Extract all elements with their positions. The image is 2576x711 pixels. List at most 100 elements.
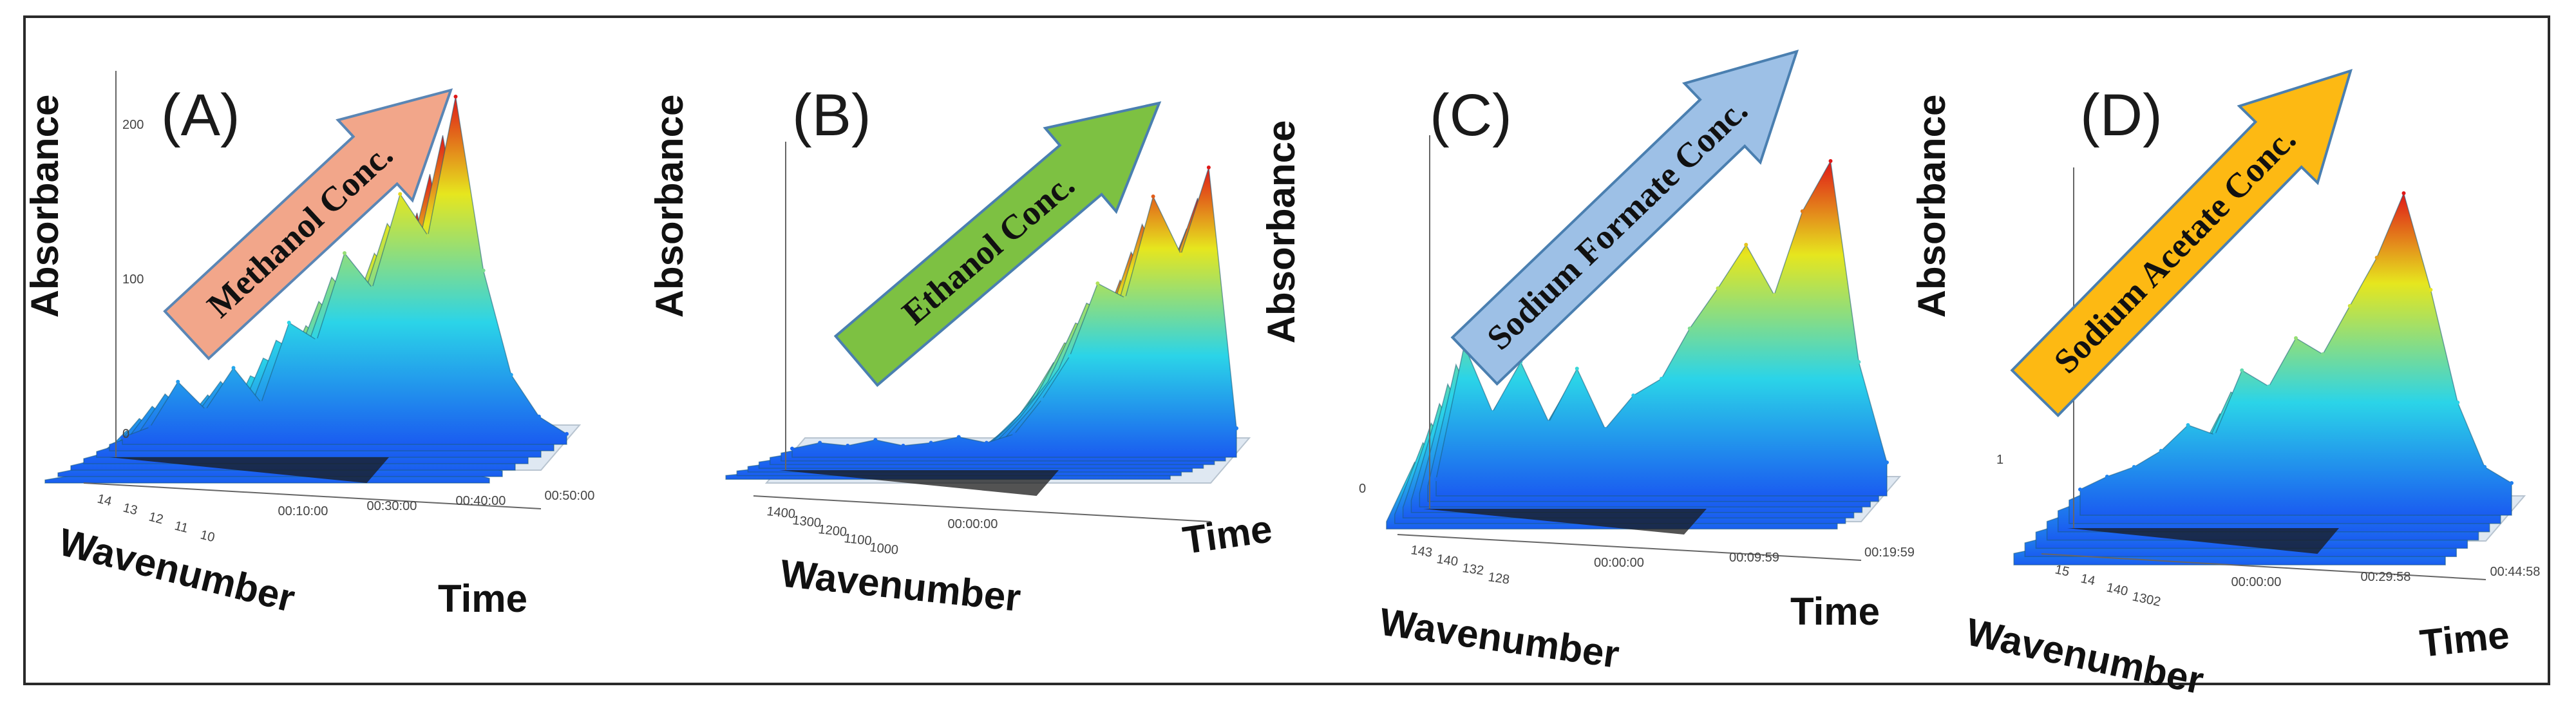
data-point xyxy=(1123,296,1128,300)
x-tick-label: 15 xyxy=(2054,562,2070,579)
data-point xyxy=(536,414,541,419)
surface-ridge xyxy=(2079,191,2512,516)
z-tick-label: 00:29:58 xyxy=(2361,570,2411,584)
data-point xyxy=(1828,159,1833,163)
x-axis-line xyxy=(83,482,542,509)
y-tick-label: 1 xyxy=(1996,453,2003,467)
data-point xyxy=(231,366,236,370)
arrow-label: Ethanol Conc. xyxy=(895,165,1081,332)
data-point xyxy=(343,251,346,255)
data-point xyxy=(2429,288,2433,292)
arrow-shape xyxy=(1450,50,1799,386)
panel-label: (B) xyxy=(792,82,871,148)
z-tick-label: 00:44:58 xyxy=(2490,565,2541,579)
data-point xyxy=(1012,432,1016,436)
data-point xyxy=(2132,465,2136,469)
z-tick-label: 00:50:00 xyxy=(545,489,595,503)
x-tick-label: 12 xyxy=(147,510,165,527)
arrow-shape xyxy=(833,101,1162,387)
z-axis-title: Time xyxy=(438,577,527,620)
x-tick-label: 11 xyxy=(173,519,189,536)
data-point xyxy=(901,444,905,448)
data-point xyxy=(2320,352,2325,356)
data-point xyxy=(846,444,850,448)
x-tick-label: 1000 xyxy=(869,540,899,558)
z-axis-title: Time xyxy=(1790,590,1880,633)
data-point xyxy=(509,373,513,377)
data-point xyxy=(1547,420,1551,424)
data-point xyxy=(1744,243,1748,247)
x-tick-label: 13 xyxy=(122,501,139,518)
data-point xyxy=(398,192,402,196)
x-tick-label: 143 xyxy=(1410,543,1433,560)
data-point xyxy=(1151,194,1155,198)
y-axis-title: Absorbance xyxy=(1910,95,1953,318)
data-point xyxy=(204,408,208,412)
data-point xyxy=(2294,336,2298,340)
data-point xyxy=(929,441,933,445)
y-tick-label: 0 xyxy=(1359,482,1366,496)
surface-ridge xyxy=(791,167,1237,458)
x-tick-label: 1100 xyxy=(843,531,872,548)
data-point xyxy=(1068,354,1072,358)
x-tick-label: 140 xyxy=(2105,580,2129,598)
x-axis-line xyxy=(1397,534,1862,561)
data-point xyxy=(2240,368,2244,372)
data-point xyxy=(1660,377,1663,381)
data-point xyxy=(873,438,878,442)
data-point xyxy=(1603,427,1607,431)
data-point xyxy=(956,435,961,439)
data-point xyxy=(1434,477,1438,481)
y-tick-label: 0 xyxy=(122,427,129,441)
x-tick-label: 10 xyxy=(199,528,216,545)
z-tick-label: 00:19:59 xyxy=(1864,545,1915,560)
surface-ridge xyxy=(1435,159,1888,497)
z-tick-label: 00:40:00 xyxy=(456,494,506,508)
y-axis-title: Absorbance xyxy=(1260,120,1303,344)
data-point xyxy=(2186,423,2190,427)
y-axis-title: Absorbance xyxy=(648,95,691,318)
data-point xyxy=(1490,410,1495,414)
x-tick-label: 1302 xyxy=(2131,589,2162,609)
data-point xyxy=(1857,360,1861,364)
shadow-strip xyxy=(2067,528,2339,554)
arrow-shape xyxy=(163,88,453,361)
y-tick-label: 200 xyxy=(122,118,144,132)
data-point xyxy=(2159,449,2163,453)
chart-panel-4: 1 15 14 140 1302 00:00:00 00:29:58 00:44:58 (D) A… xyxy=(1910,68,2541,703)
arrow-shape xyxy=(2010,68,2353,417)
x-axis-line xyxy=(2041,553,2486,580)
z-tick-label: 00:09:59 xyxy=(1729,551,1779,565)
y-tick-label: 100 xyxy=(122,272,144,287)
x-tick-label: 132 xyxy=(1461,561,1484,578)
data-point xyxy=(2456,401,2460,404)
panel-label: (C) xyxy=(1430,82,1512,148)
data-point xyxy=(1885,460,1889,464)
x-axis-title: Wavenumber xyxy=(1962,610,2207,702)
x-tick-label: 1400 xyxy=(766,504,796,522)
z-tick-label: 00:30:00 xyxy=(367,499,417,513)
x-tick-label: 1300 xyxy=(791,513,822,531)
data-point xyxy=(818,441,822,445)
z-axis-title: Time xyxy=(2418,613,2511,665)
data-point xyxy=(1206,166,1211,169)
x-tick-label: 14 xyxy=(96,492,113,509)
data-point xyxy=(2078,488,2082,491)
x-axis-title: Wavenumber xyxy=(779,551,1023,620)
data-point xyxy=(1772,293,1776,297)
shadow-strip xyxy=(1423,509,1707,535)
data-point xyxy=(2510,481,2514,485)
data-point xyxy=(287,321,291,325)
data-point xyxy=(1687,327,1692,330)
data-point xyxy=(1235,426,1238,430)
data-point xyxy=(120,435,124,440)
data-point xyxy=(2267,384,2271,388)
data-point xyxy=(1575,366,1579,371)
data-point xyxy=(790,446,794,451)
arrow-label: Sodium Acetate Conc. xyxy=(2047,120,2304,381)
data-point xyxy=(148,425,153,429)
x-tick-label: 140 xyxy=(1435,552,1459,569)
